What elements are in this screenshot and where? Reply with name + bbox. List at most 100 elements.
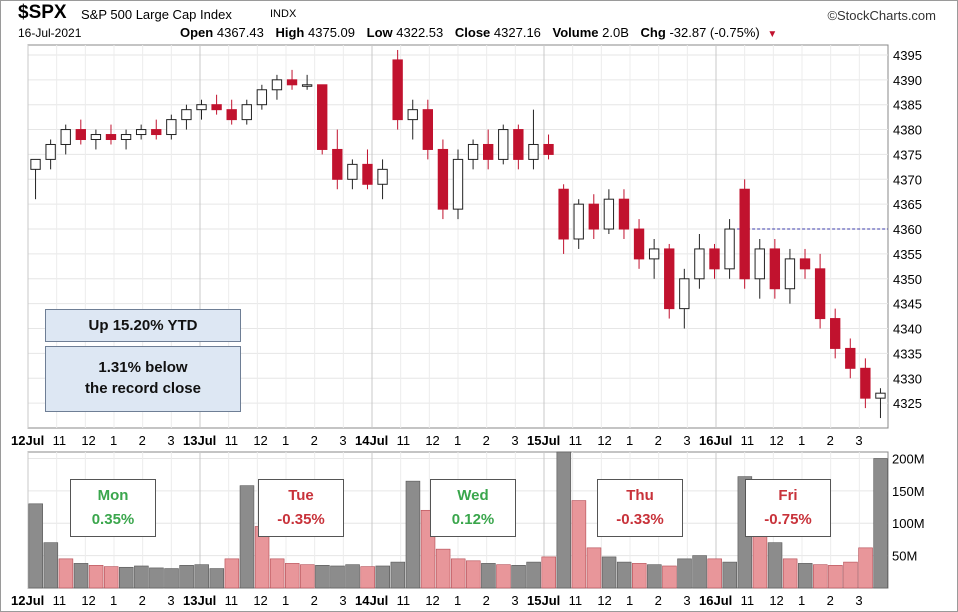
price-x-tick-label: 3: [683, 433, 690, 448]
volume-bar: [300, 564, 315, 589]
price-x-tick-label: 1: [110, 433, 117, 448]
volume-x-tick-label: 1: [282, 593, 289, 608]
low-value: 4322.53: [396, 25, 444, 40]
volume-x-tick-label: 12: [597, 593, 611, 608]
volume-bar: [360, 566, 375, 589]
price-x-tick-label: 12: [81, 433, 95, 448]
record-text-line1: 1.31% below: [98, 359, 188, 376]
day-percent: -0.75%: [764, 511, 812, 528]
record-annotation: 1.31% below the record close: [45, 346, 241, 412]
volume-bar: [828, 565, 843, 589]
price-tick-label: 4380: [893, 123, 922, 138]
volume-x-tick-label: 1: [110, 593, 117, 608]
volume-bar: [601, 556, 617, 589]
volume-bar: [677, 558, 692, 589]
volume-bar: [149, 567, 164, 589]
change-value: -32.87 (-0.75%): [669, 25, 760, 40]
volume-bar: [390, 561, 406, 589]
candle-body: [196, 104, 207, 111]
record-text-line2: the record close: [85, 380, 201, 397]
day-change-box: Mon 0.35%: [70, 479, 156, 537]
volume-tick-label: 150M: [892, 484, 925, 499]
volume-bar: [164, 568, 179, 589]
volume-bar: [345, 564, 360, 589]
volume-bar: [797, 563, 813, 589]
ticker-symbol: $SPX: [18, 2, 67, 23]
volume-tick-label: 50M: [892, 549, 917, 564]
price-tick-label: 4350: [893, 272, 922, 287]
price-x-tick-label: 13Jul: [183, 433, 216, 448]
volume-bar: [88, 565, 104, 589]
candle-body: [558, 188, 569, 240]
candle-body: [181, 109, 192, 121]
volume-bar: [239, 485, 255, 589]
volume-bar: [315, 565, 330, 589]
volume-bar: [571, 500, 587, 589]
candle-body: [467, 143, 479, 160]
volume-label: Volume: [552, 25, 599, 40]
volume-bar: [556, 451, 572, 589]
candle-body: [784, 258, 796, 290]
price-tick-label: 4335: [893, 346, 922, 361]
candle-body: [90, 134, 102, 141]
price-x-tick-label: 12: [597, 433, 611, 448]
volume-x-tick-label: 1: [798, 593, 805, 608]
low-label: Low: [366, 25, 393, 40]
price-tick-label: 4340: [893, 322, 922, 337]
candle-body: [151, 129, 162, 136]
volume-x-tick-label: 12: [425, 593, 439, 608]
ytd-text: Up 15.20% YTD: [88, 317, 198, 334]
volume-bar: [43, 542, 59, 589]
candle-body: [377, 168, 388, 185]
volume-bar: [722, 561, 738, 589]
price-tick-label: 4385: [893, 98, 922, 113]
price-tick-label: 4345: [893, 297, 922, 312]
candle-body: [226, 109, 237, 121]
candle-body: [271, 79, 283, 91]
candle-body: [618, 198, 630, 230]
price-x-tick-label: 3: [339, 433, 346, 448]
volume-bar: [586, 547, 602, 589]
open-label: Open: [180, 25, 214, 40]
brand-logo[interactable]: ©StockCharts.com: [827, 8, 936, 23]
price-tick-label: 4360: [893, 222, 922, 237]
day-name: Thu: [626, 487, 654, 504]
volume-bar: [813, 564, 828, 589]
volume-x-tick-label: 3: [511, 593, 518, 608]
volume-x-tick-label: 11: [53, 593, 67, 608]
price-x-tick-label: 11: [53, 433, 67, 448]
candle-body: [422, 109, 434, 150]
price-tick-label: 4375: [893, 147, 922, 162]
volume-bar: [375, 565, 391, 589]
candle-body: [588, 203, 599, 230]
volume-bar: [843, 561, 858, 589]
price-x-tick-label: 15Jul: [527, 433, 560, 448]
candle-body: [603, 198, 615, 230]
index-name: S&P 500 Large Cap Index: [81, 7, 232, 22]
high-label: High: [275, 25, 305, 40]
candle-body: [679, 278, 690, 310]
price-x-tick-label: 2: [655, 433, 662, 448]
price-tick-label: 4365: [893, 197, 922, 212]
candle-body: [664, 248, 675, 310]
price-x-tick-label: 3: [167, 433, 174, 448]
volume-x-tick-label: 2: [655, 593, 662, 608]
volume-x-tick-label: 16Jul: [699, 593, 732, 608]
day-name: Fri: [778, 487, 798, 504]
volume-x-tick-label: 11: [569, 593, 583, 608]
volume-bar: [450, 558, 466, 589]
candle-body: [135, 129, 147, 136]
volume-bar: [481, 563, 496, 589]
volume-x-tick-label: 3: [167, 593, 174, 608]
price-tick-label: 4370: [893, 172, 922, 187]
day-change-box: Tue -0.35%: [258, 479, 344, 537]
candle-body: [75, 129, 86, 141]
day-percent: 0.35%: [91, 511, 135, 528]
candle-body: [362, 163, 373, 185]
candle-body: [256, 89, 268, 106]
high-value: 4375.09: [308, 25, 355, 40]
price-x-tick-label: 11: [225, 433, 239, 448]
close-label: Close: [454, 25, 491, 40]
volume-bar: [526, 561, 541, 589]
day-percent: 0.12%: [451, 511, 495, 528]
